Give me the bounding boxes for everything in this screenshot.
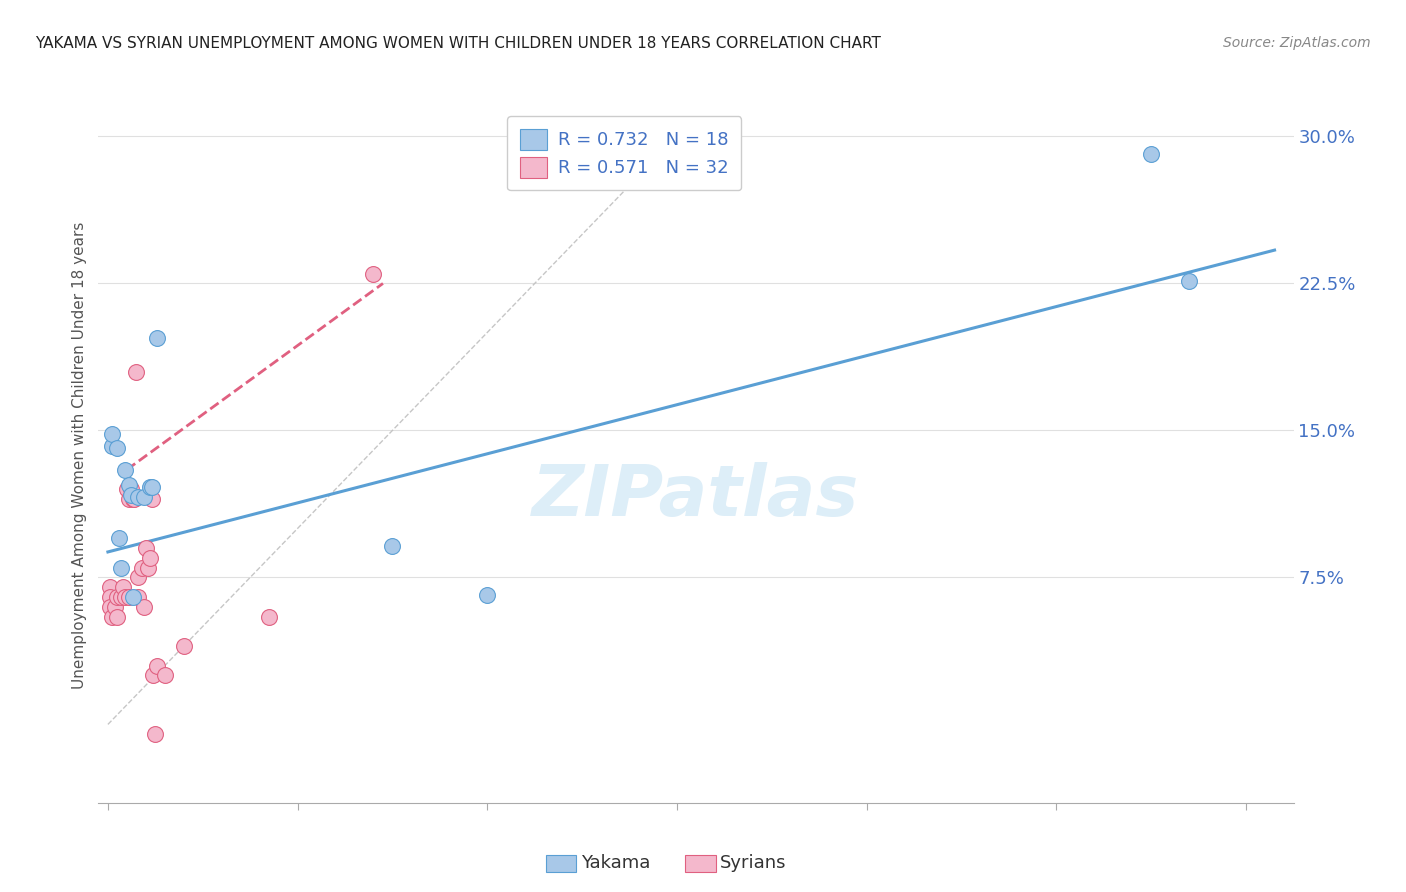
Point: [138, 550, 160, 565]
Point: [98, 599, 121, 614]
Text: ZIPatlas: ZIPatlas: [533, 462, 859, 531]
Point: [138, 480, 160, 494]
Point: [115, 482, 138, 496]
Point: [110, 560, 132, 574]
Point: [98, 580, 121, 594]
Point: [118, 491, 141, 506]
Point: [131, 560, 153, 574]
Point: [132, 490, 155, 504]
Point: [143, 727, 166, 741]
Point: [127, 570, 149, 584]
Point: [120, 482, 142, 496]
Point: [112, 580, 135, 594]
Text: Source: ZipAtlas.com: Source: ZipAtlas.com: [1223, 36, 1371, 50]
Point: [146, 331, 169, 345]
Point: [127, 490, 149, 504]
Point: [118, 478, 141, 492]
Point: [477, 588, 499, 602]
Point: [110, 590, 132, 604]
Point: [257, 609, 280, 624]
Point: [120, 488, 142, 502]
Point: [98, 590, 121, 604]
Point: [105, 441, 128, 455]
Point: [1140, 147, 1163, 161]
Point: [132, 599, 155, 614]
Point: [100, 439, 122, 453]
Point: [105, 590, 128, 604]
Legend: R = 0.732   N = 18, R = 0.571   N = 32: R = 0.732 N = 18, R = 0.571 N = 32: [508, 116, 741, 190]
Point: [363, 267, 385, 281]
Point: [121, 590, 143, 604]
Text: YAKAMA VS SYRIAN UNEMPLOYMENT AMONG WOMEN WITH CHILDREN UNDER 18 YEARS CORRELATI: YAKAMA VS SYRIAN UNEMPLOYMENT AMONG WOME…: [35, 36, 882, 51]
Point: [124, 491, 146, 506]
Point: [146, 658, 169, 673]
Point: [114, 462, 136, 476]
Point: [114, 590, 136, 604]
Point: [173, 639, 195, 653]
Point: [100, 609, 122, 624]
Point: [142, 668, 165, 682]
Point: [104, 599, 127, 614]
Point: [105, 609, 128, 624]
Point: [118, 590, 141, 604]
Point: [136, 560, 159, 574]
Point: [135, 541, 157, 555]
Y-axis label: Unemployment Among Women with Children Under 18 years: Unemployment Among Women with Children U…: [72, 221, 87, 689]
Point: [100, 427, 122, 442]
Text: Yakama: Yakama: [581, 855, 650, 872]
Point: [108, 531, 131, 545]
Point: [121, 491, 143, 506]
Text: Syrians: Syrians: [720, 855, 786, 872]
Point: [153, 668, 176, 682]
Point: [1178, 275, 1201, 289]
Point: [127, 590, 149, 604]
Point: [381, 539, 404, 553]
Point: [141, 480, 163, 494]
Point: [125, 365, 148, 379]
Point: [141, 491, 163, 506]
